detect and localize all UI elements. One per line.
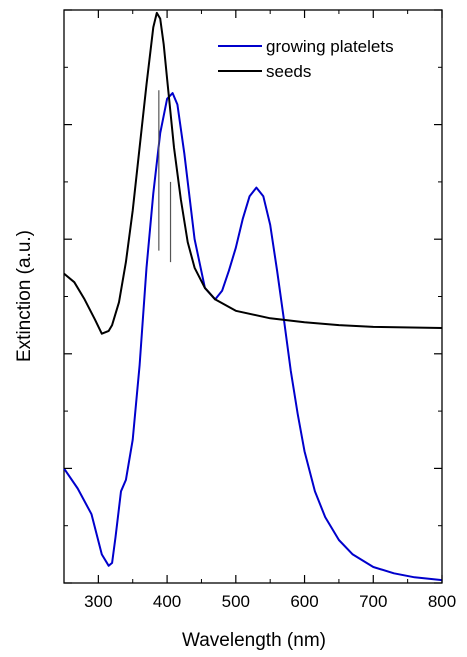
axes-group: 300 400 500 600 700 800 bbox=[63, 9, 456, 611]
legend: growing platelets seeds bbox=[218, 37, 394, 81]
annotation-group bbox=[158, 90, 172, 263]
legend-label-seeds: seeds bbox=[266, 62, 311, 81]
y-axis-title: Extinction (a.u.) bbox=[14, 230, 35, 362]
x-tick-label: 400 bbox=[153, 592, 181, 611]
legend-label-growing-platelets: growing platelets bbox=[266, 37, 394, 56]
series-group bbox=[63, 11, 443, 582]
x-tick-label: 800 bbox=[428, 592, 456, 611]
x-tick-label: 500 bbox=[222, 592, 250, 611]
series-line-seeds bbox=[63, 11, 443, 335]
series-line-growing-platelets bbox=[63, 92, 443, 582]
x-tick-label: 300 bbox=[84, 592, 112, 611]
x-tick-label: 600 bbox=[290, 592, 318, 611]
x-tick-label: 700 bbox=[359, 592, 387, 611]
x-axis-title: Wavelength (nm) bbox=[182, 630, 326, 651]
